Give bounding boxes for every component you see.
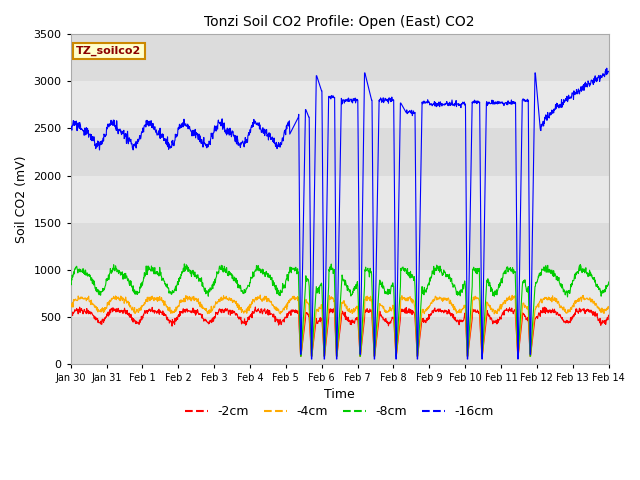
Title: Tonzi Soil CO2 Profile: Open (East) CO2: Tonzi Soil CO2 Profile: Open (East) CO2: [204, 15, 475, 29]
Text: TZ_soilco2: TZ_soilco2: [76, 46, 141, 56]
Y-axis label: Soil CO2 (mV): Soil CO2 (mV): [15, 156, 28, 243]
Bar: [70, 82, 609, 129]
Bar: [70, 35, 609, 82]
Bar: [70, 223, 609, 270]
X-axis label: Time: Time: [324, 388, 355, 401]
Bar: [70, 176, 609, 223]
Bar: [70, 129, 609, 176]
Bar: [70, 270, 609, 317]
Bar: [70, 317, 609, 364]
Legend: -2cm, -4cm, -8cm, -16cm: -2cm, -4cm, -8cm, -16cm: [180, 400, 499, 423]
